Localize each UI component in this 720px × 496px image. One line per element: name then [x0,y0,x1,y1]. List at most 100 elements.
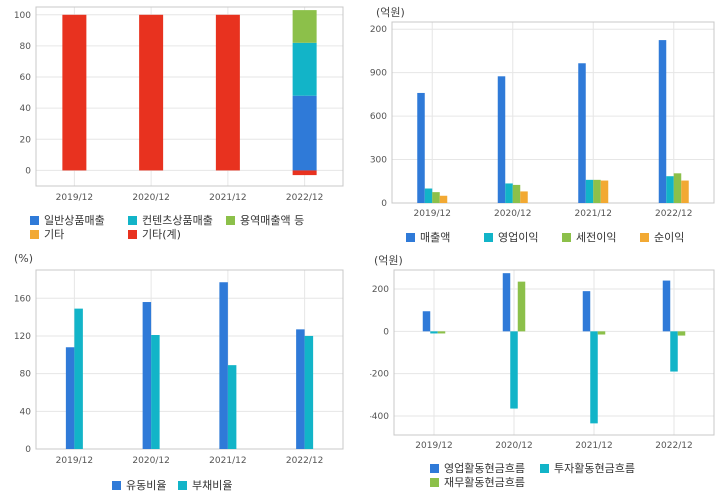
bar-2020-12-s3 [520,191,528,203]
legend-label: 세전이익 [576,231,617,244]
bar-2020-12-s2 [517,281,526,332]
legend-label: 영업활동현금흐름 [444,462,525,475]
sales-composition-chart: 0 20 40 60 80 100 2019/12 2020/12 2021/12 2022/12 [14,6,344,203]
bar-2021-12-s3 [600,180,609,203]
y-tick-label: 120 [14,332,31,342]
bar-2022-12-s0 [662,280,671,332]
x-tick-label: 2021/12 [575,209,612,219]
y-tick-label: 100 [14,11,31,21]
y-tick-label: 160 [14,294,31,304]
legend-item[interactable]: 영업활동현금흐름 [430,460,525,476]
legend-label: 재무활동현금흐름 [444,476,525,489]
y-tick-label: 600 [370,112,387,122]
legend-item[interactable]: 매출액 [406,229,450,245]
legend-swatch [406,232,415,242]
y-tick-label: 80 [20,42,32,52]
legend-item[interactable]: 유동비율 [112,477,166,493]
bar-2020-12-s2 [512,184,521,203]
legend-swatch [178,480,187,490]
bar-2022-12-0 [292,95,317,171]
ratios-unit-label: (%) [14,252,34,265]
legend-swatch [128,215,137,225]
y-tick-label: 0 [25,166,31,176]
x-tick-label: 2019/12 [56,193,93,203]
x-tick-label: 2020/12 [132,456,169,466]
ratios-panel: (%) 0 40 80 120 160 2019/12 2020/12 2021/12 2022… [0,248,350,496]
bar-2021-12-s2 [593,179,601,203]
legend-label: 기타 [44,228,65,241]
x-tick-label: 2020/12 [494,209,531,219]
y-tick-label: 60 [20,73,32,83]
y-tick-label: 20 [20,135,32,145]
legend-swatch [226,215,235,225]
legend-item[interactable]: 영업이익 [484,229,538,245]
plot-frame [35,269,344,450]
bar-2019-12-s0 [65,347,75,449]
bar-2020-12-s0 [142,302,152,449]
legend-label: 유동비율 [126,479,167,492]
cashflow-unit-label: (억원) [374,254,403,267]
bar-2021-12-s2 [597,331,606,335]
bar-2019-12-s1 [74,308,83,449]
bar-2020-12-s0 [497,76,506,203]
legend-swatch [640,232,649,242]
y-tick-label: 300 [370,156,387,166]
bar-2021-12-s1 [585,179,594,203]
ratios-chart: 0 40 80 120 160 2019/12 2020/12 2021/12 2022/12 [14,269,344,466]
y-tick-label: 200 [372,285,389,295]
x-tick-label: 2019/12 [414,209,451,219]
legend-item[interactable]: 기타(계) [128,226,181,242]
cashflow-chart: -400 -200 0 200 2019/12 2020/12 2021/12 2022/12 [370,269,715,451]
legend-item[interactable]: 용역매출액 등 [226,212,304,228]
bar-2021-12-s1 [590,331,598,424]
legend-item[interactable]: 투자활동현금흐름 [540,460,635,476]
legend-label: 영업이익 [498,231,539,244]
profit-panel: (억원) 0 300 600 900 1,200 2019/12 2020/12 2021/1… [370,0,720,248]
legend-item[interactable]: 순이익 [640,229,684,245]
bar-2019-12-s2 [432,192,440,203]
legend-swatch [430,463,439,473]
legend-item[interactable]: 세전이익 [562,229,616,245]
x-tick-label: 2019/12 [56,456,93,466]
y-tick-label: -200 [370,370,389,380]
legend-label: 투자활동현금흐름 [554,462,635,475]
x-tick-label: 2022/12 [655,441,692,451]
legend-item[interactable]: 일반상품매출 [30,212,105,228]
bar-2022-12-0 [292,10,317,43]
ratios-legend: 유동비율 부채비율 [112,477,342,493]
y-tick-label: 0 [383,327,389,337]
legend-label: 매출액 [420,231,451,244]
profit-chart: 0 300 600 900 1,200 2019/12 2020/12 2021/12 2022… [370,21,715,219]
legend-label: 컨텐츠상품매출 [142,214,213,227]
bar-2020-12-0 [139,14,164,171]
y-tick-label: 0 [381,199,387,209]
bar-2020-12-s0 [502,273,511,332]
bar-2021-12-s0 [219,282,228,449]
sales-composition-panel: 0 20 40 60 80 100 2019/12 2020/12 2021/12 2022/12… [0,0,350,248]
bar-2020-12-s1 [510,331,518,409]
legend-swatch [562,232,571,242]
x-tick-label: 2019/12 [415,441,452,451]
legend-item[interactable]: 재무활동현금흐름 [430,474,525,490]
plot-frame [391,21,715,204]
plot-frame [35,6,344,187]
legend-item[interactable]: 부채비율 [178,477,232,493]
bar-2021-12-s0 [578,63,586,203]
bar-2019-12-s0 [422,311,431,332]
legend-label: 순이익 [654,231,685,244]
y-tick-label: 0 [25,445,31,455]
legend-label: 일반상품매출 [44,214,105,227]
bar-2019-12-s1 [430,331,438,334]
bar-2019-12-s0 [417,92,425,203]
y-tick-label: 40 [20,407,32,417]
y-tick-label: 1,200 [370,25,387,35]
legend-item[interactable]: 컨텐츠상품매출 [128,212,213,228]
legend-label: 부채비율 [192,479,233,492]
bar-2021-12-0 [215,14,240,171]
bar-2022-12-s0 [658,40,667,203]
legend-swatch [112,480,121,490]
legend-item[interactable]: 기타 [30,226,64,242]
bar-2020-12-s1 [151,335,160,449]
